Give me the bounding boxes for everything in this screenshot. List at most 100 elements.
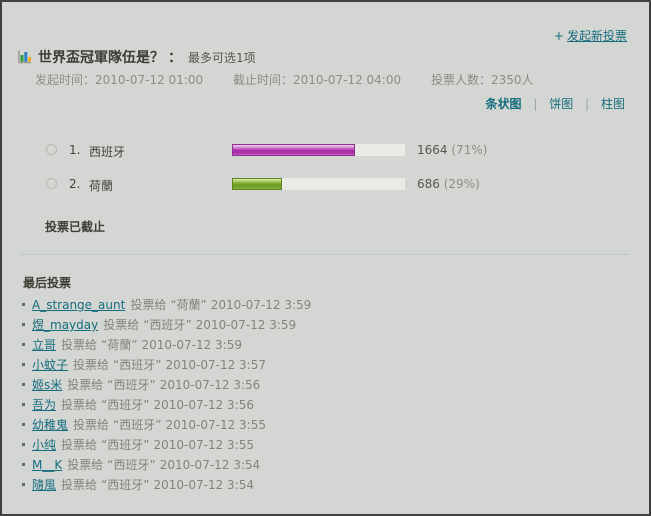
vote-choice: “西班牙” [143, 318, 192, 332]
vote-choice: “荷蘭” [101, 338, 138, 352]
vote-action-text: 投票给 [61, 438, 98, 452]
vote-action-text: 投票给 [130, 298, 167, 312]
bullet-icon [22, 422, 25, 426]
result-bar-track [232, 144, 405, 156]
vote-list-item: 隨風 投票给 “西班牙” 2010-07-12 3:54 [22, 475, 632, 495]
vote-user-link[interactable]: 隨風 [32, 478, 57, 492]
vote-time: 2010-07-12 3:55 [165, 418, 266, 432]
poll-option-row: 2. 荷蘭 686 (29%) [2, 176, 649, 193]
vote-list-item: 立哥 投票给 “荷蘭” 2010-07-12 3:59 [22, 335, 632, 355]
vote-percent: (71%) [451, 143, 488, 157]
vote-list-item: 吾为 投票给 “西班牙” 2010-07-12 3:56 [22, 395, 632, 415]
vote-list-item: M__K 投票给 “西班牙” 2010-07-12 3:54 [22, 455, 632, 475]
vote-count: 686 [417, 177, 440, 191]
poll-meta-row: 发起时间：2010-07-12 01:00 截止时间：2010-07-12 04… [35, 71, 559, 88]
vote-user-link[interactable]: 小纯 [32, 438, 57, 452]
vote-action-text: 投票给 [67, 378, 104, 392]
vote-list-item: 煜_mayday 投票给 “西班牙” 2010-07-12 3:59 [22, 315, 632, 335]
option-index: 1. [69, 143, 81, 157]
vote-choice: “西班牙” [107, 458, 156, 472]
bullet-icon [22, 382, 25, 386]
vote-count: 1664 [417, 143, 448, 157]
last-votes-header: 最后投票 [23, 276, 72, 290]
vote-time: 2010-07-12 3:59 [141, 338, 242, 352]
vote-choice: “西班牙” [101, 438, 150, 452]
vote-list-item: A_strange_aunt 投票给 “荷蘭” 2010-07-12 3:59 [22, 295, 632, 315]
option-name: 西班牙 [89, 145, 126, 159]
bullet-icon [22, 402, 25, 406]
voter-count: 投票人数：2350人 [430, 73, 534, 87]
vote-time: 2010-07-12 3:55 [153, 438, 254, 452]
vote-list-item: 小纯 投票给 “西班牙” 2010-07-12 3:55 [22, 435, 632, 455]
vote-user-link[interactable]: 吾为 [32, 398, 57, 412]
tab-column-chart[interactable]: 柱图 [600, 97, 625, 111]
bar-chart-icon [18, 50, 32, 64]
option-index: 2. [69, 177, 81, 191]
vote-user-link[interactable]: A_strange_aunt [32, 298, 126, 312]
end-time: 截止时间：2010-07-12 04:00 [232, 73, 402, 87]
start-time: 发起时间：2010-07-12 01:00 [35, 73, 204, 87]
vote-time: 2010-07-12 3:59 [195, 318, 297, 332]
vote-action-text: 投票给 [73, 418, 110, 432]
tab-separator: | [533, 97, 538, 111]
tab-pie-chart[interactable]: 饼图 [549, 97, 574, 111]
new-poll-label: 发起新投票 [566, 29, 627, 43]
vote-action-text: 投票给 [73, 358, 110, 372]
vote-user-link[interactable]: M__K [32, 458, 63, 472]
plus-icon: + [553, 29, 564, 43]
bullet-icon [22, 442, 25, 446]
tab-bar-chart[interactable]: 条状图 [485, 97, 522, 111]
vote-action-text: 投票给 [61, 398, 98, 412]
option-result: 1664 (71%) [417, 143, 487, 157]
radio-option-1[interactable] [46, 144, 57, 155]
option-result: 686 (29%) [417, 177, 480, 191]
poll-closed-notice: 投票已截止 [45, 220, 106, 234]
bullet-icon [22, 482, 25, 486]
poll-title: 世界盃冠軍隊伍是？ [38, 50, 164, 66]
new-poll-link[interactable]: + 发起新投票 [554, 27, 627, 44]
vote-choice: “西班牙” [101, 478, 150, 492]
vote-user-link[interactable]: 姬s米 [32, 378, 63, 392]
vote-user-link[interactable]: 立哥 [32, 338, 57, 352]
vote-list-item: 姬s米 投票给 “西班牙” 2010-07-12 3:56 [22, 375, 632, 395]
vote-choice: “西班牙” [113, 418, 162, 432]
vote-time: 2010-07-12 3:54 [153, 478, 254, 492]
vote-user-link[interactable]: 小蚊子 [32, 358, 69, 372]
bullet-icon [22, 302, 25, 306]
vote-action-text: 投票给 [61, 338, 98, 352]
vote-user-link[interactable]: 幼稚鬼 [32, 418, 69, 432]
chart-type-tabs: 条状图 | 饼图 | 柱图 [486, 95, 625, 112]
bullet-icon [22, 462, 25, 466]
vote-time: 2010-07-12 3:57 [165, 358, 266, 372]
bullet-icon [22, 342, 25, 346]
vote-choice: “西班牙” [107, 378, 156, 392]
radio-option-2[interactable] [46, 178, 57, 189]
vote-list-item: 小蚊子 投票给 “西班牙” 2010-07-12 3:57 [22, 355, 632, 375]
vote-time: 2010-07-12 3:59 [210, 298, 312, 312]
vote-choice: “荷蘭” [170, 298, 207, 312]
vote-action-text: 投票给 [61, 478, 98, 492]
last-votes-list: A_strange_aunt 投票给 “荷蘭” 2010-07-12 3:59 煜_m… [22, 295, 632, 495]
dotted-separator [21, 254, 629, 255]
selection-limit-note: 最多可选1项 [188, 50, 256, 65]
option-name: 荷蘭 [89, 179, 114, 193]
vote-time: 2010-07-12 3:56 [159, 378, 261, 392]
vote-list-item: 幼稚鬼 投票给 “西班牙” 2010-07-12 3:55 [22, 415, 632, 435]
vote-user-link[interactable]: 煜_mayday [32, 318, 99, 332]
vote-time: 2010-07-12 3:54 [159, 458, 261, 472]
result-bar-spain [232, 144, 355, 156]
poll-option-row: 1. 西班牙 1664 (71%) [2, 142, 649, 159]
vote-action-text: 投票给 [67, 458, 104, 472]
vote-time: 2010-07-12 3:56 [153, 398, 254, 412]
result-bar-track [232, 178, 405, 190]
result-bar-netherlands [232, 178, 283, 190]
vote-choice: “西班牙” [113, 358, 162, 372]
poll-title-row: 世界盃冠軍隊伍是？ ： 最多可选1项 [16, 47, 256, 67]
bullet-icon [22, 362, 25, 366]
title-colon: ： [168, 50, 182, 66]
vote-percent: (29%) [443, 177, 480, 191]
vote-choice: “西班牙” [101, 398, 150, 412]
vote-action-text: 投票给 [103, 318, 140, 332]
tab-separator: | [585, 97, 590, 111]
